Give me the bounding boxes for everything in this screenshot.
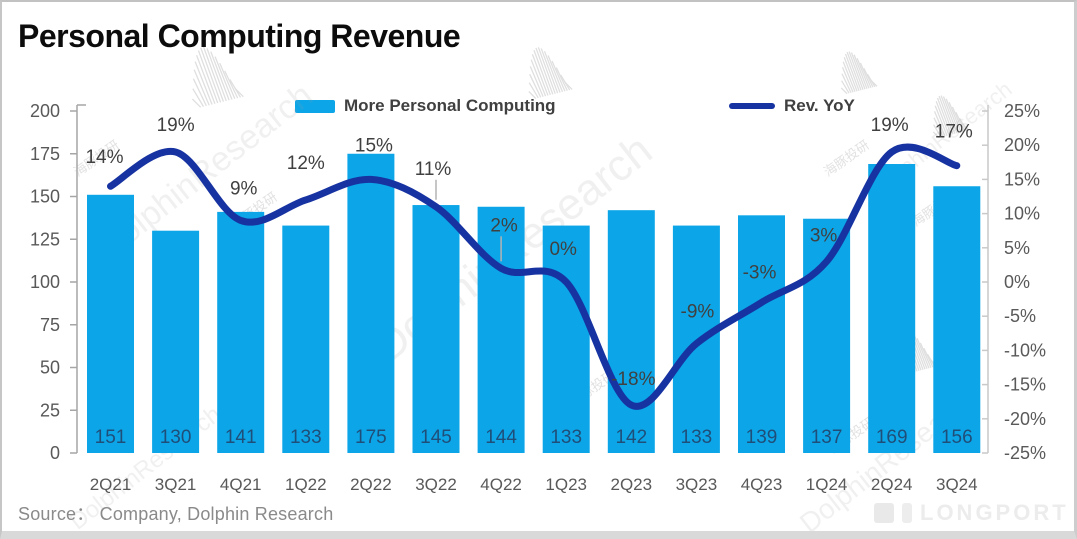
fan-watermark (932, 95, 970, 139)
bar (152, 230, 200, 453)
bar (87, 194, 134, 454)
bar (282, 225, 330, 453)
longport-logo-text: LONGPORT (920, 500, 1069, 525)
bar-value-label: 142 (615, 427, 647, 448)
right-axis-tick-label: 0% (1004, 272, 1030, 292)
fan-watermark (191, 46, 244, 108)
bar (738, 215, 785, 453)
bar-value-label: 141 (225, 427, 257, 448)
right-axis-tick-label: -20% (1004, 409, 1046, 429)
bar (347, 153, 395, 453)
x-axis-category-label: 2Q22 (350, 475, 392, 494)
x-axis-category-label: 4Q22 (480, 475, 522, 494)
bar-value-label: 133 (681, 427, 713, 448)
bar (933, 186, 981, 454)
x-axis-category-label: 3Q21 (155, 475, 197, 494)
fan-watermark (840, 51, 878, 95)
bar-value-label: 133 (550, 427, 582, 448)
right-axis-tick-label: -10% (1004, 340, 1046, 360)
yoy-value-label: 17% (935, 122, 973, 143)
bar (412, 205, 460, 453)
yoy-value-label: 12% (287, 153, 325, 174)
yoy-value-label: 0% (549, 239, 577, 260)
bar-value-label: 137 (811, 427, 843, 448)
yoy-value-label: 11% (415, 159, 452, 180)
yoy-value-label: -9% (681, 302, 715, 323)
bar (607, 210, 655, 453)
x-axis-category-label: 4Q23 (741, 475, 783, 494)
right-axis-tick-label: 5% (1004, 238, 1030, 258)
bar-value-label: 139 (746, 427, 778, 448)
left-axis-tick-label: 100 (30, 272, 60, 292)
bar (217, 211, 265, 453)
left-axis-tick-label: 0 (50, 443, 60, 463)
yoy-value-label: -3% (743, 263, 777, 284)
longport-logo-icon (902, 503, 912, 523)
right-axis-tick-label: 20% (1004, 135, 1040, 155)
yoy-value-label: 9% (230, 178, 258, 199)
x-axis-category-label: 2Q24 (871, 475, 913, 494)
x-axis-category-label: 2Q21 (90, 475, 132, 494)
bar-value-label: 133 (290, 427, 322, 448)
fan-watermark (528, 47, 573, 99)
left-axis-tick-label: 200 (30, 101, 60, 121)
right-axis-tick-label: -5% (1004, 306, 1036, 326)
x-axis-category-label: 3Q22 (415, 475, 457, 494)
yoy-value-label: 14% (85, 147, 123, 168)
longport-logo-icon (874, 503, 894, 523)
x-axis-category-label: 1Q22 (285, 475, 327, 494)
left-axis-tick-label: 150 (30, 187, 60, 207)
bar-value-label: 145 (420, 427, 452, 448)
right-axis-tick-label: -25% (1004, 443, 1046, 463)
x-axis-category-label: 3Q23 (676, 475, 718, 494)
bar-value-label: 151 (95, 427, 127, 448)
left-axis-tick-label: 75 (40, 315, 60, 335)
yoy-value-label: 19% (157, 115, 195, 136)
bar-value-label: 130 (160, 427, 192, 448)
right-axis-tick-label: 10% (1004, 204, 1040, 224)
bar-value-label: 156 (941, 427, 973, 448)
yoy-value-label: 2% (490, 215, 518, 236)
yoy-value-label: 3% (810, 225, 838, 246)
x-axis-category-label: 1Q23 (545, 475, 587, 494)
source-note: Source： Company, Dolphin Research (18, 504, 334, 524)
longport-watermark: LONGPORT (874, 500, 1069, 526)
yoy-line (107, 143, 961, 410)
right-axis-tick-label: 15% (1004, 169, 1040, 189)
left-axis-tick-label: 125 (30, 229, 60, 249)
bar-value-label: 175 (355, 427, 387, 448)
x-axis-category-label: 3Q24 (936, 475, 978, 494)
chart-title: Personal Computing Revenue (18, 18, 461, 54)
bar-value-label: 169 (876, 427, 908, 448)
yoy-value-label: -18% (611, 369, 655, 390)
bar-value-label: 144 (485, 427, 517, 448)
x-axis-category-label: 1Q24 (806, 475, 848, 494)
bar (542, 225, 590, 453)
left-axis-tick-label: 25 (40, 400, 60, 420)
bar (803, 218, 851, 453)
x-axis-category-label: 2Q23 (611, 475, 653, 494)
brand-watermark-cn: 海豚投研 (821, 137, 872, 179)
right-axis-tick-label: 25% (1004, 101, 1040, 121)
bar (868, 164, 916, 453)
right-axis-tick-label: -15% (1004, 375, 1046, 395)
x-axis-category-label: 4Q21 (220, 475, 262, 494)
yoy-value-label: 19% (871, 115, 909, 136)
left-axis-tick-label: 175 (30, 144, 60, 164)
left-axis-tick-label: 50 (40, 358, 60, 378)
yoy-value-label: 15% (355, 135, 393, 156)
